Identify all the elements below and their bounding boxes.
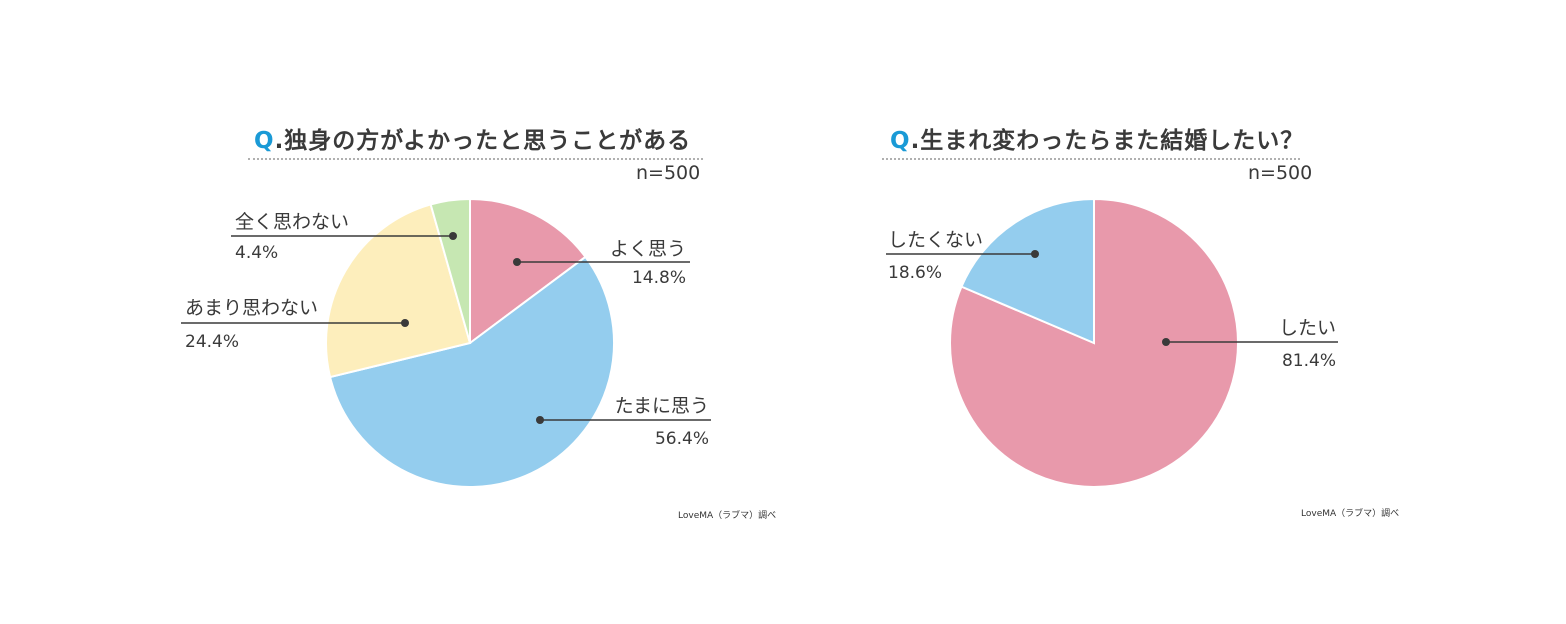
- pie-slice: [325, 203, 472, 379]
- sample-size-label: n=500: [636, 162, 701, 184]
- slice-label: あまり思わない: [185, 297, 318, 319]
- slice-value-label: 18.6%: [888, 263, 942, 283]
- slice-label: したい: [1279, 317, 1336, 339]
- slice-label: したくない: [888, 229, 983, 251]
- chart-panel-single-life: Q.独身の方がよかったと思うことがある n=500 よく思う 14.8% たまに思う…: [181, 121, 777, 521]
- chart-panel-remarry: Q.生まれ変わったらまた結婚したい？ n=500 したい 81.4% したくない 18…: [783, 0, 1566, 624]
- slice-label: 全く思わない: [235, 211, 349, 233]
- slice-value-label: 14.8%: [632, 268, 686, 288]
- pie-slice: [429, 197, 471, 344]
- chart-title: Q.独身の方がよかったと思うことがある: [254, 121, 691, 155]
- question-text: .独身の方がよかったと思うことがある: [274, 128, 692, 154]
- slice-label: たまに思う: [615, 395, 709, 417]
- chart-title: Q.生まれ変わったらまた結婚したい？: [890, 121, 1304, 155]
- pie-slice: [949, 197, 1239, 488]
- slice-label: よく思う: [610, 238, 686, 260]
- question-text: .生まれ変わったらまた結婚したい？: [910, 128, 1305, 154]
- leader-dot: [401, 319, 409, 327]
- pie-chart: したい 81.4% したくない 18.6%: [886, 197, 1338, 488]
- slice-value-label: 81.4%: [1282, 351, 1336, 371]
- source-note: LoveMA（ラブマ）調べ: [1301, 509, 1400, 519]
- question-prefix: Q: [254, 128, 275, 154]
- leader-dot: [449, 232, 457, 240]
- sample-size-label: n=500: [1248, 162, 1313, 184]
- title-divider: [882, 158, 1300, 160]
- slice-value-label: 56.4%: [655, 429, 709, 449]
- source-note: LoveMA（ラブマ）調べ: [678, 511, 777, 521]
- slice-value-label: 4.4%: [235, 243, 278, 263]
- pie-slice: [328, 255, 615, 488]
- question-prefix: Q: [890, 128, 911, 154]
- slice-value-label: 24.4%: [185, 332, 239, 352]
- pie-slice: [960, 197, 1095, 345]
- leader-dot: [1031, 250, 1039, 258]
- leader-dot: [513, 258, 521, 266]
- pie-slice: [469, 197, 587, 345]
- leader-dot: [1162, 338, 1170, 346]
- leader-dot: [536, 416, 544, 424]
- title-divider: [248, 158, 703, 160]
- pie-chart: よく思う 14.8% たまに思う 56.4% あまり思わない 24.4% 全く思わない 4.4…: [181, 197, 711, 488]
